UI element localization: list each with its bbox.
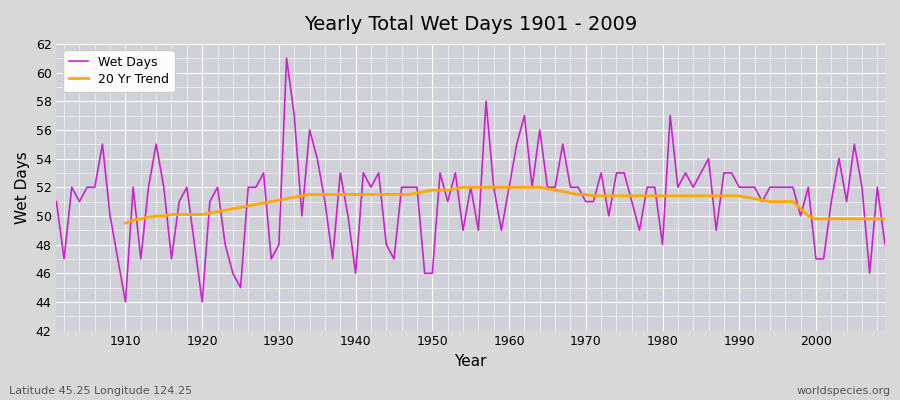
20 Yr Trend [457, 185, 468, 190]
20 Yr Trend [266, 199, 276, 204]
Line: 20 Yr Trend: 20 Yr Trend [125, 187, 885, 223]
Wet Days [511, 142, 522, 147]
Legend: Wet Days, 20 Yr Trend: Wet Days, 20 Yr Trend [63, 50, 175, 92]
Wet Days [112, 256, 123, 261]
Wet Days [343, 214, 354, 218]
Wet Days [281, 56, 292, 61]
Wet Days [296, 214, 307, 218]
20 Yr Trend [296, 194, 307, 198]
Wet Days [879, 242, 890, 247]
Text: Latitude 45.25 Longitude 124.25: Latitude 45.25 Longitude 124.25 [9, 386, 192, 396]
Line: Wet Days: Wet Days [57, 58, 885, 302]
20 Yr Trend [519, 185, 530, 190]
20 Yr Trend [120, 221, 130, 226]
20 Yr Trend [849, 216, 859, 221]
20 Yr Trend [580, 192, 591, 197]
20 Yr Trend [826, 216, 837, 221]
Wet Days [611, 170, 622, 175]
Text: worldspecies.org: worldspecies.org [796, 386, 891, 396]
X-axis label: Year: Year [454, 354, 487, 369]
Title: Yearly Total Wet Days 1901 - 2009: Yearly Total Wet Days 1901 - 2009 [304, 15, 637, 34]
Wet Days [51, 199, 62, 204]
Wet Days [120, 300, 130, 304]
Wet Days [519, 113, 530, 118]
20 Yr Trend [879, 216, 890, 221]
Y-axis label: Wet Days: Wet Days [15, 151, 30, 224]
